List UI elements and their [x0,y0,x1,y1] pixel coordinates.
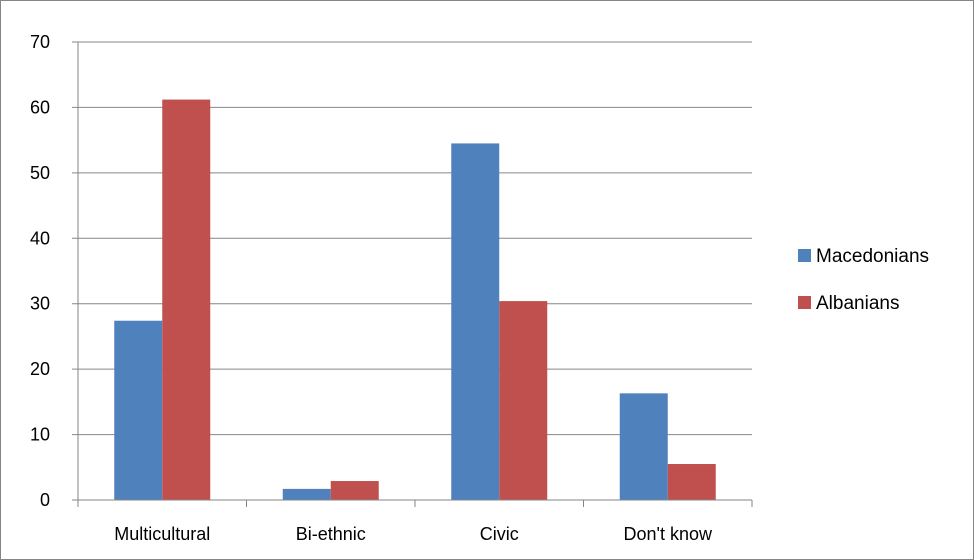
y-tick-label: 30 [30,294,50,314]
bar-macedonians-civic [451,143,500,500]
bar-albanians-don-t-know [667,464,716,500]
y-tick-label: 50 [30,163,50,183]
x-axis-tick-labels: Multicultural Bi-ethnic Civic Don't know [114,524,713,544]
x-tick-label: Bi-ethnic [296,524,366,544]
legend-label-macedonians: Macedonians [816,246,929,267]
legend-label-albanians: Albanians [816,293,899,314]
bar-macedonians-bi-ethnic [282,488,331,500]
legend: Macedonians Albanians [798,246,929,314]
bars [114,99,716,500]
legend-swatch-macedonians [798,249,811,262]
x-tick-label: Civic [480,524,519,544]
x-tick-label: Multicultural [114,524,210,544]
legend-swatch-albanians [798,296,811,309]
x-tick-label: Don't know [624,524,713,544]
axes [72,42,753,507]
y-tick-label: 10 [30,425,50,445]
bar-macedonians-don-t-know [619,393,668,500]
y-tick-label: 60 [30,97,50,117]
bar-albanians-civic [499,301,548,500]
bar-macedonians-multicultural [114,320,163,500]
y-tick-label: 40 [30,228,50,248]
bar-albanians-multicultural [162,99,211,500]
y-tick-label: 0 [40,490,50,510]
y-tick-label: 70 [30,32,50,52]
y-tick-label: 20 [30,359,50,379]
y-axis-tick-labels: 0 10 20 30 40 50 60 70 [30,32,50,510]
bar-albanians-bi-ethnic [330,481,379,500]
